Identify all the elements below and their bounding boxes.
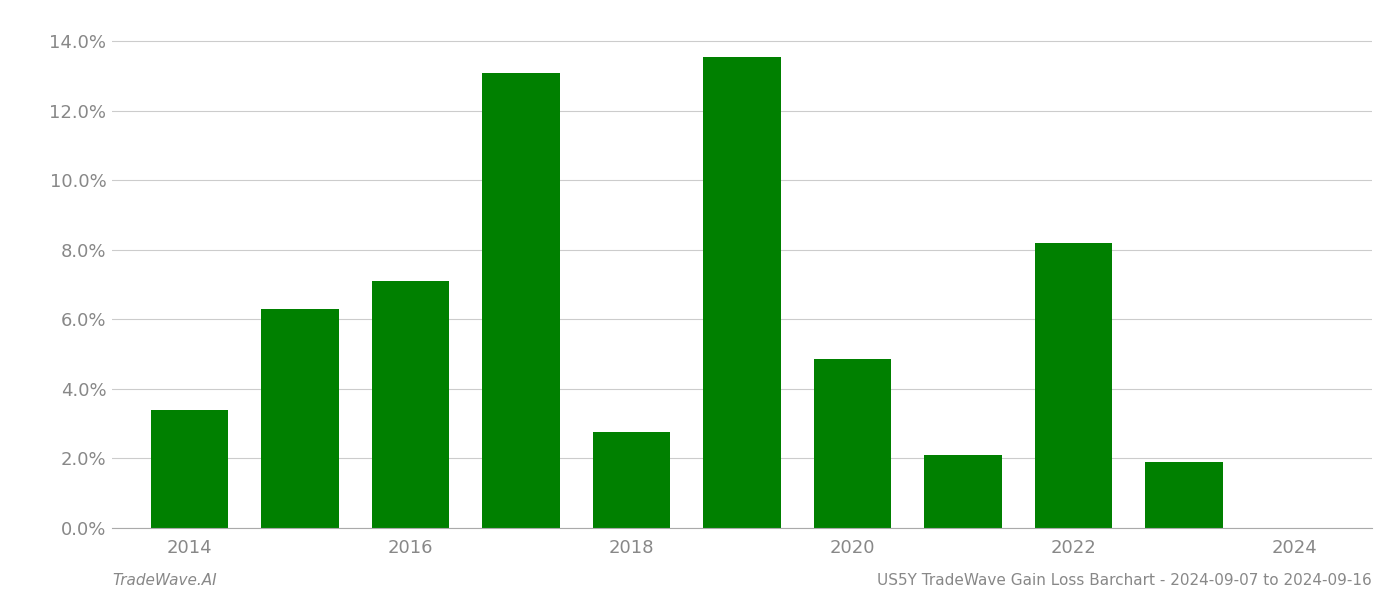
Bar <box>1145 462 1222 528</box>
Bar <box>372 281 449 528</box>
Bar <box>1035 243 1112 528</box>
Bar <box>924 455 1002 528</box>
Bar <box>592 433 671 528</box>
Bar <box>482 73 560 528</box>
Text: TradeWave.AI: TradeWave.AI <box>112 573 217 588</box>
Bar <box>813 359 892 528</box>
Text: US5Y TradeWave Gain Loss Barchart - 2024-09-07 to 2024-09-16: US5Y TradeWave Gain Loss Barchart - 2024… <box>878 573 1372 588</box>
Bar <box>703 57 781 528</box>
Bar <box>262 309 339 528</box>
Bar <box>151 410 228 528</box>
